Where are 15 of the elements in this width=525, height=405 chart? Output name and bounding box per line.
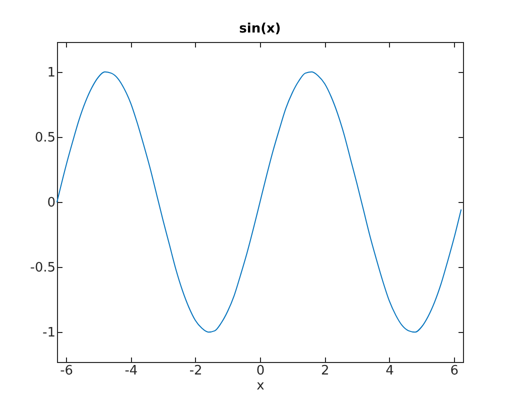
x-tick-label: -4	[124, 364, 138, 378]
x-tick-label: 4	[386, 364, 394, 378]
y-tick-label: 0.5	[34, 130, 56, 146]
x-tick-label: 0	[256, 364, 265, 378]
chart-title: sin(x)	[239, 22, 281, 36]
line-series	[56, 71, 462, 333]
x-tick-label: 2	[321, 364, 330, 378]
x-tick-label: -2	[189, 364, 202, 378]
x-tick-label: -6	[60, 364, 74, 378]
y-tick-label: 0	[47, 196, 56, 210]
x-axis-title: x	[256, 378, 265, 394]
y-tick-label: 1	[47, 65, 56, 80]
y-tick-label: -0.5	[30, 260, 56, 276]
x-tick-label: 6	[450, 364, 459, 378]
y-tick-label: -1	[42, 326, 56, 341]
